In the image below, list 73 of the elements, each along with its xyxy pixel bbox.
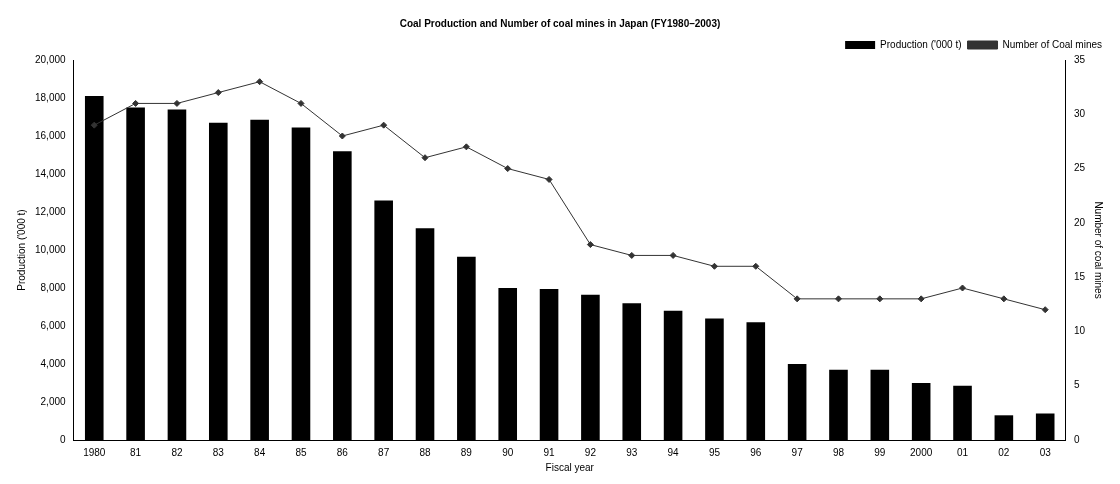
point [710,262,718,270]
x-tick-label: 98 [832,446,845,458]
y-tick-label: 2,000 [40,395,67,407]
x-tick-label: 95 [708,446,721,458]
point [297,99,305,107]
point [545,175,553,183]
y-tick-label: 10,000 [34,243,67,255]
point [793,295,801,303]
point [173,99,181,107]
point [876,295,884,303]
point [959,284,967,292]
point [421,154,429,162]
legend-label: Number of Coal mines [1002,38,1102,50]
x-tick-label: 84 [254,446,266,458]
x-tick-label: 82 [171,446,183,458]
point [214,89,222,97]
point [586,241,594,249]
point [1000,295,1008,303]
y-tick-label: 0 [60,433,67,445]
point [917,295,925,303]
y-tick-label: 8,000 [40,281,67,293]
y2-tick-label: 10 [1073,325,1086,337]
x-tick-label: 81 [130,446,142,458]
point [132,99,140,107]
point [380,121,388,129]
x-tick-label: 97 [791,446,804,458]
x-tick-label: 1980 [83,446,106,458]
x-axis-title: Fiscal year [545,461,595,473]
y-tick-label: 14,000 [34,167,67,179]
y-tick-label: 18,000 [34,91,67,103]
y-tick-label: 12,000 [34,205,67,217]
y2-tick-label: 5 [1073,379,1080,391]
point [628,251,636,259]
point [669,251,677,259]
x-tick-label: 96 [750,446,762,458]
point [338,132,346,140]
y2-axis-title: Number of coal mines [1093,201,1105,299]
y-tick-label: 6,000 [40,319,67,331]
point [504,165,512,173]
point [752,262,760,270]
x-tick-label: 02 [998,446,1010,458]
point [90,121,98,129]
x-tick-label: 93 [626,446,638,458]
point [462,143,470,151]
x-tick-label: 88 [419,446,432,458]
x-tick-label: 89 [460,446,473,458]
point [1041,306,1049,314]
chart-title: Coal Production and Number of coal mines in Japan (FY1980–2003) [399,17,721,29]
legend-label: Production ('000 t) [880,38,962,50]
y2-tick-label: 15 [1073,270,1086,282]
x-tick-label: 83 [212,446,225,458]
x-tick-label: 03 [1039,446,1052,458]
y-tick-label: 16,000 [34,129,67,141]
y2-tick-label: 30 [1073,108,1086,120]
y-tick-label: 4,000 [40,357,67,369]
point [834,295,842,303]
x-tick-label: 99 [874,446,886,458]
x-tick-label: 01 [956,446,969,458]
x-tick-label: 92 [584,446,597,458]
x-tick-label: 85 [295,446,307,458]
y2-tick-label: 0 [1073,433,1080,445]
y2-tick-label: 25 [1073,162,1086,174]
x-tick-label: 90 [502,446,514,458]
x-tick-label: 2000 [910,446,933,458]
x-tick-label: 87 [378,446,390,458]
y-tick-label: 20,000 [34,53,67,65]
x-tick-label: 91 [543,446,556,458]
y2-tick-label: 35 [1073,53,1086,65]
y-axis-title: Production ('000 t) [15,209,27,291]
x-tick-label: 86 [336,446,349,458]
x-tick-label: 94 [667,446,680,458]
point [256,78,264,86]
y2-tick-label: 20 [1073,216,1086,228]
